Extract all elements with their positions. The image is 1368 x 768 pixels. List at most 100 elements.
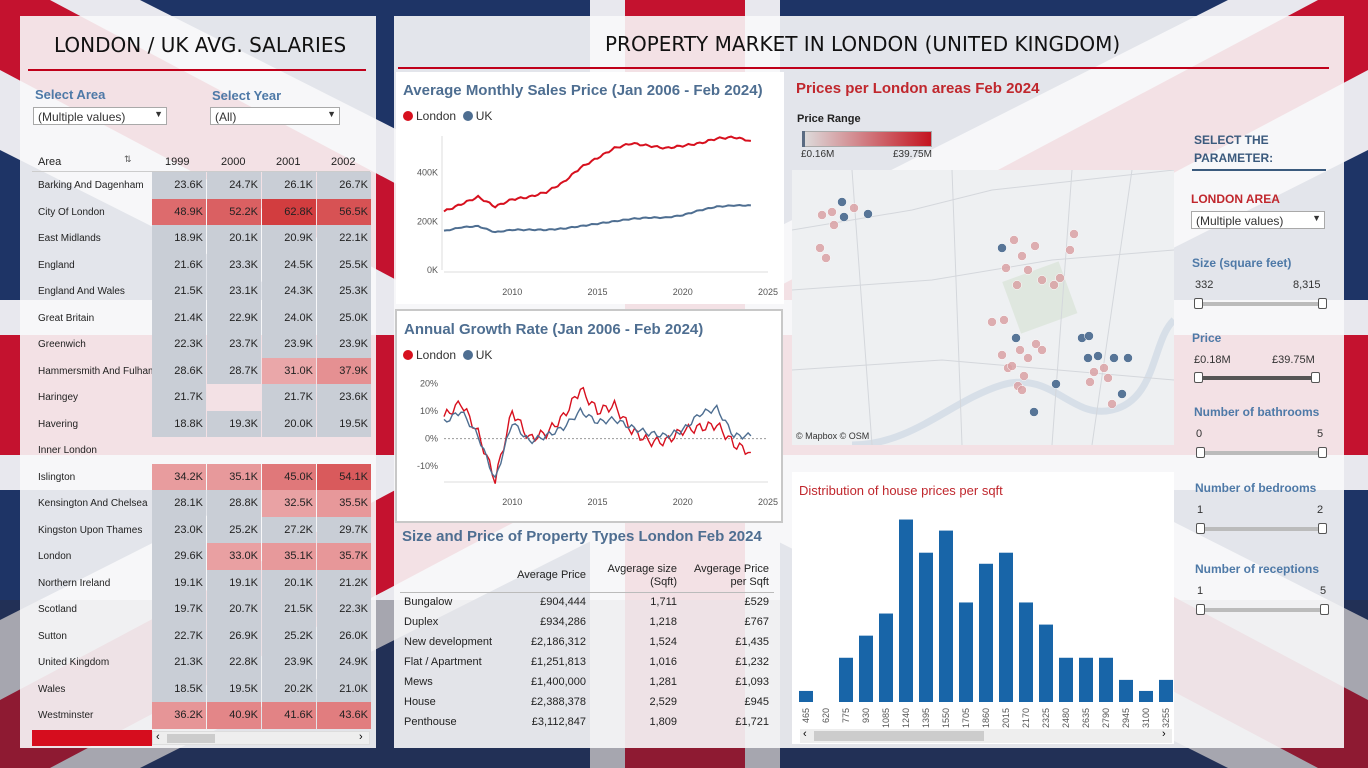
salary-cell[interactable]: 21.7K	[262, 384, 316, 411]
salary-cell[interactable]: 26.9K	[207, 622, 261, 649]
salary-cell[interactable]: 21.6K	[152, 251, 206, 278]
salary-cell[interactable]	[152, 437, 206, 464]
salary-cell[interactable]: 23.7K	[207, 331, 261, 358]
salary-cell[interactable]: 27.2K	[262, 516, 316, 543]
salary-cell[interactable]: 29.6K	[152, 543, 206, 570]
london-area-dropdown[interactable]: (Multiple values) ▼	[1191, 211, 1325, 229]
salary-cell[interactable]: 21.4K	[152, 304, 206, 331]
size-slider-max-handle[interactable]	[1318, 298, 1327, 309]
hist-scrollbar[interactable]: ‹ ›	[800, 728, 1172, 743]
table-row[interactable]: Wales 18.5K 19.5K 20.2K 21.0K	[32, 675, 371, 702]
salary-cell[interactable]: 24.0K	[262, 304, 316, 331]
salary-cell[interactable]: 28.1K	[152, 490, 206, 517]
salary-cell[interactable]: 41.6K	[262, 702, 316, 729]
table-row[interactable]: Sutton 22.7K 26.9K 25.2K 26.0K	[32, 622, 371, 649]
table-row[interactable]: London 29.6K 33.0K 35.1K 35.7K	[32, 543, 371, 570]
salary-cell[interactable]: 20.2K	[262, 675, 316, 702]
table-row[interactable]: United Kingdom 21.3K 22.8K 23.9K 24.9K	[32, 649, 371, 676]
london-map[interactable]	[792, 170, 1174, 445]
salary-cell[interactable]: 22.8K	[207, 649, 261, 676]
salary-cell[interactable]	[207, 437, 261, 464]
salary-cell[interactable]: 31.0K	[262, 357, 316, 384]
salary-cell[interactable]: 33.0K	[207, 543, 261, 570]
select-year-dropdown[interactable]: (All) ▼	[210, 107, 340, 125]
salary-cell[interactable]: 19.3K	[207, 410, 261, 437]
salary-cell[interactable]: 43.6K	[317, 702, 371, 729]
salary-cell[interactable]: 25.2K	[207, 516, 261, 543]
salary-cell[interactable]: 23.0K	[152, 516, 206, 543]
salary-cell[interactable]: 18.8K	[152, 410, 206, 437]
salary-cell[interactable]: 23.9K	[262, 331, 316, 358]
salary-cell[interactable]: 35.1K	[207, 463, 261, 490]
salary-cell[interactable]: 29.7K	[317, 516, 371, 543]
table-row[interactable]: England 21.6K 23.3K 24.5K 25.5K	[32, 251, 371, 278]
salary-cell[interactable]: 28.6K	[152, 357, 206, 384]
salary-cell[interactable]: 18.5K	[152, 675, 206, 702]
salary-cell[interactable]: 21.7K	[152, 384, 206, 411]
col-2000[interactable]: 2000	[221, 156, 246, 168]
salary-cell[interactable]: 25.5K	[317, 251, 371, 278]
salary-cell[interactable]	[317, 437, 371, 464]
salary-cell[interactable]: 21.2K	[317, 569, 371, 596]
salary-cell[interactable]: 34.2K	[152, 463, 206, 490]
table-row[interactable]: Havering 18.8K 19.3K 20.0K 19.5K	[32, 410, 371, 437]
salary-cell[interactable]: 23.1K	[207, 278, 261, 305]
sort-icon[interactable]: ⇅	[124, 154, 132, 164]
salary-cell[interactable]: 26.0K	[317, 622, 371, 649]
salary-cell[interactable]: 40.9K	[207, 702, 261, 729]
price-slider-track[interactable]	[1198, 376, 1318, 380]
scroll-right-icon[interactable]: ›	[1162, 728, 1166, 740]
scroll-left-icon[interactable]: ‹	[156, 731, 160, 743]
table-row[interactable]: Northern Ireland 19.1K 19.1K 20.1K 21.2K	[32, 569, 371, 596]
scroll-thumb[interactable]	[814, 731, 984, 741]
salary-cell[interactable]: 22.3K	[317, 596, 371, 623]
salary-cell[interactable]: 52.2K	[207, 198, 261, 225]
table-row[interactable]: East Midlands 18.9K 20.1K 20.9K 22.1K	[32, 225, 371, 252]
salary-cell[interactable]: 25.3K	[317, 278, 371, 305]
salary-cell[interactable]: 20.7K	[207, 596, 261, 623]
salary-cell[interactable]: 24.3K	[262, 278, 316, 305]
salary-cell[interactable]: 22.3K	[152, 331, 206, 358]
salary-cell[interactable]: 18.9K	[152, 225, 206, 252]
salary-cell[interactable]: 22.9K	[207, 304, 261, 331]
salary-cell[interactable]: 20.1K	[262, 569, 316, 596]
salary-cell[interactable]: 24.5K	[262, 251, 316, 278]
price-slider-max-handle[interactable]	[1311, 372, 1320, 383]
salary-cell[interactable]: 19.5K	[317, 410, 371, 437]
table-row[interactable]: Great Britain 21.4K 22.9K 24.0K 25.0K	[32, 304, 371, 331]
scroll-thumb[interactable]	[167, 734, 215, 743]
price-slider-min-handle[interactable]	[1194, 372, 1203, 383]
salary-cell[interactable]: 20.9K	[262, 225, 316, 252]
salary-cell[interactable]: 19.7K	[152, 596, 206, 623]
salary-cell[interactable]: 26.7K	[317, 172, 371, 199]
table-row[interactable]: Scotland 19.7K 20.7K 21.5K 22.3K	[32, 596, 371, 623]
salary-cell[interactable]: 25.2K	[262, 622, 316, 649]
col-1999[interactable]: 1999	[165, 156, 190, 168]
salary-cell[interactable]: 23.6K	[152, 172, 206, 199]
salary-cell[interactable]: 26.1K	[262, 172, 316, 199]
salary-cell[interactable]: 35.7K	[317, 543, 371, 570]
table-row[interactable]: Kensington And Chelsea 28.1K 28.8K 32.5K 35.…	[32, 490, 371, 517]
size-slider-track[interactable]	[1198, 302, 1324, 306]
salary-cell[interactable]: 35.5K	[317, 490, 371, 517]
col-area[interactable]: Area	[38, 156, 62, 168]
receptions-slider-track[interactable]	[1200, 608, 1326, 612]
salary-cell[interactable]: 36.2K	[152, 702, 206, 729]
salary-cell[interactable]: 28.8K	[207, 490, 261, 517]
salary-cell[interactable]: 21.5K	[262, 596, 316, 623]
salary-cell[interactable]: 23.9K	[317, 331, 371, 358]
salary-cell[interactable]: 25.0K	[317, 304, 371, 331]
table-row[interactable]: City Of London 48.9K 52.2K 62.8K 56.5K	[32, 198, 371, 225]
table-row[interactable]: Islington 34.2K 35.1K 45.0K 54.1K	[32, 463, 371, 490]
table-row[interactable]: Haringey 21.7K 21.7K 23.6K	[32, 384, 371, 411]
salary-cell[interactable]	[262, 437, 316, 464]
size-slider-min-handle[interactable]	[1194, 298, 1203, 309]
salary-cell[interactable]: 19.1K	[152, 569, 206, 596]
table-row[interactable]: Barking And Dagenham 23.6K 24.7K 26.1K 26.7K	[32, 172, 371, 199]
col-2001[interactable]: 2001	[276, 156, 301, 168]
salary-cell[interactable]: 22.7K	[152, 622, 206, 649]
salary-cell[interactable]: 24.7K	[207, 172, 261, 199]
salary-cell[interactable]: 24.9K	[317, 649, 371, 676]
salary-cell[interactable]: 20.0K	[262, 410, 316, 437]
salary-cell[interactable]: 21.5K	[152, 278, 206, 305]
